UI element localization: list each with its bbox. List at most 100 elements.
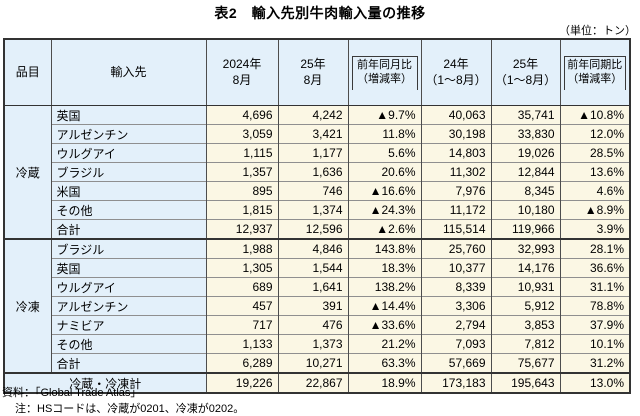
value-cell: 457 — [205, 296, 278, 316]
value-cell: 40,063 — [420, 105, 491, 125]
value-cell: 3,306 — [420, 296, 491, 316]
header-row: 品目 輸入先 2024年 8月 25年 8月 前年同月比 （増減率） 24年 （… — [3, 39, 630, 107]
value-cell: 4.6% — [559, 181, 630, 201]
value-cell: 19,226 — [205, 372, 278, 394]
value-cell: 7,976 — [420, 181, 491, 201]
value-cell: 4,242 — [277, 105, 348, 125]
value-cell: 746 — [277, 181, 348, 201]
value-cell: 32,993 — [490, 238, 560, 259]
table-row: 英国 1,305 1,544 18.3% 10,377 14,176 36.6% — [4, 258, 630, 278]
grand-total-row: 冷蔵・冷凍計 19,226 22,867 18.9% 173,183 195,643 13.… — [3, 372, 630, 394]
value-cell: ▲14.4% — [347, 296, 421, 316]
value-cell: 11.8% — [347, 124, 421, 144]
value-cell: 18.3% — [347, 258, 421, 278]
value-cell: 4,696 — [205, 105, 278, 125]
value-cell: 143.8% — [347, 238, 421, 259]
table-row: アルゼンチン 3,059 3,421 11.8% 30,198 33,830 12.0% — [4, 124, 630, 144]
value-cell: 2,794 — [420, 315, 491, 335]
value-cell: 11,172 — [420, 200, 491, 220]
value-cell: 1,305 — [205, 258, 278, 278]
value-cell: 476 — [277, 315, 348, 335]
value-cell: 10,271 — [277, 353, 348, 374]
value-cell: 35,741 — [490, 105, 560, 125]
col-header-yoy-period: 前年同期比 （増減率） — [559, 39, 630, 107]
value-cell: ▲24.3% — [347, 200, 421, 220]
grand-total-label: 冷蔵・冷凍計 — [3, 372, 206, 394]
value-cell: 30,198 — [420, 124, 491, 144]
value-cell: 3,421 — [277, 124, 348, 144]
value-cell: 13.6% — [559, 162, 630, 182]
value-cell: 12,937 — [205, 219, 278, 240]
table-row: アルゼンチン 457 391 ▲14.4% 3,306 5,912 78.8% — [4, 296, 630, 316]
value-cell: 11,302 — [420, 162, 491, 182]
col-header-25-aug: 25年 8月 — [277, 39, 348, 107]
value-cell: 1,988 — [205, 238, 278, 259]
import-source-label: その他 — [50, 200, 206, 220]
value-cell: 1,373 — [277, 334, 348, 354]
table-row: ナミビア 717 476 ▲33.6% 2,794 3,853 37.9% — [4, 315, 630, 335]
value-cell: 22,867 — [277, 372, 348, 394]
value-cell: 1,177 — [277, 143, 348, 163]
col-header-yoy-month: 前年同月比 （増減率） — [347, 39, 421, 107]
import-source-label: 米国 — [50, 181, 206, 201]
value-cell: 14,803 — [420, 143, 491, 163]
import-source-label: 英国 — [50, 258, 206, 278]
value-cell: 1,544 — [277, 258, 348, 278]
import-source-label: ウルグアイ — [50, 143, 206, 163]
value-cell: 1,133 — [205, 334, 278, 354]
value-cell: ▲2.6% — [347, 219, 421, 240]
value-cell: 6,289 — [205, 353, 278, 374]
import-source-label: アルゼンチン — [50, 124, 206, 144]
value-cell: 12.0% — [559, 124, 630, 144]
yoy-month-box: 前年同月比 （増減率） — [351, 55, 418, 90]
value-cell: 57,669 — [420, 353, 491, 374]
value-cell: 1,641 — [277, 277, 348, 297]
table-row: 合計 12,937 12,596 ▲2.6% 115,514 119,966 3.9% — [4, 219, 630, 240]
import-source-label: 合計 — [50, 353, 206, 374]
value-cell: 14,176 — [490, 258, 560, 278]
col-header-25-jan-aug: 25年 （1～8月） — [490, 39, 560, 107]
value-cell: 28.1% — [559, 238, 630, 259]
value-cell: 37.9% — [559, 315, 630, 335]
table-row: 冷凍 ブラジル 1,988 4,846 143.8% 25,760 32,993 28.1% — [3, 238, 630, 374]
table-row: 冷蔵 英国 4,696 4,242 ▲9.7% 40,063 35,741 ▲10.8% — [3, 105, 630, 240]
import-source-label: 合計 — [50, 219, 206, 240]
value-cell: 1,115 — [205, 143, 278, 163]
table-row: その他 1,815 1,374 ▲24.3% 11,172 10,180 ▲8.9% — [4, 200, 630, 220]
value-cell: 7,093 — [420, 334, 491, 354]
value-cell: 3,059 — [205, 124, 278, 144]
value-cell: 78.8% — [559, 296, 630, 316]
table-body: 冷蔵 英国 4,696 4,242 ▲9.7% 40,063 35,741 ▲10.8% アルゼ… — [3, 105, 630, 394]
value-cell: 8,339 — [420, 277, 491, 297]
value-cell: ▲16.6% — [347, 181, 421, 201]
value-cell: 12,596 — [277, 219, 348, 240]
value-cell: 1,374 — [277, 200, 348, 220]
value-cell: 13.0% — [559, 372, 630, 394]
value-cell: 12,844 — [490, 162, 560, 182]
value-cell: 7,812 — [490, 334, 560, 354]
value-cell: 1,815 — [205, 200, 278, 220]
item-group-label: 冷凍 — [3, 238, 51, 374]
value-cell: 4,846 — [277, 238, 348, 259]
table-row: その他 1,133 1,373 21.2% 7,093 7,812 10.1% — [4, 334, 630, 354]
table-header: 品目 輸入先 2024年 8月 25年 8月 前年同月比 （増減率） 24年 （… — [3, 39, 630, 107]
value-cell: ▲8.9% — [559, 200, 630, 220]
value-cell: 3,853 — [490, 315, 560, 335]
import-source-label: ブラジル — [50, 162, 206, 182]
col-header-2024-aug: 2024年 8月 — [205, 39, 278, 107]
col-header-source: 輸入先 — [50, 39, 206, 107]
value-cell: 28.5% — [559, 143, 630, 163]
source-note: 資料：「Global Trade Atlas」 — [2, 387, 142, 399]
value-cell: 36.6% — [559, 258, 630, 278]
table-row: ウルグアイ 689 1,641 138.2% 8,339 10,931 31.1% — [4, 277, 630, 297]
table-row: 米国 895 746 ▲16.6% 7,976 8,345 4.6% — [4, 181, 630, 201]
value-cell: 10,180 — [490, 200, 560, 220]
page-title: 表2 輸入先別牛肉輸入量の推移 — [214, 5, 426, 21]
value-cell: 138.2% — [347, 277, 421, 297]
value-cell: 173,183 — [420, 372, 491, 394]
value-cell: 10,377 — [420, 258, 491, 278]
value-cell: ▲10.8% — [559, 105, 630, 125]
import-source-label: 英国 — [50, 105, 206, 125]
value-cell: ▲9.7% — [347, 105, 421, 125]
value-cell: 18.9% — [347, 372, 421, 394]
